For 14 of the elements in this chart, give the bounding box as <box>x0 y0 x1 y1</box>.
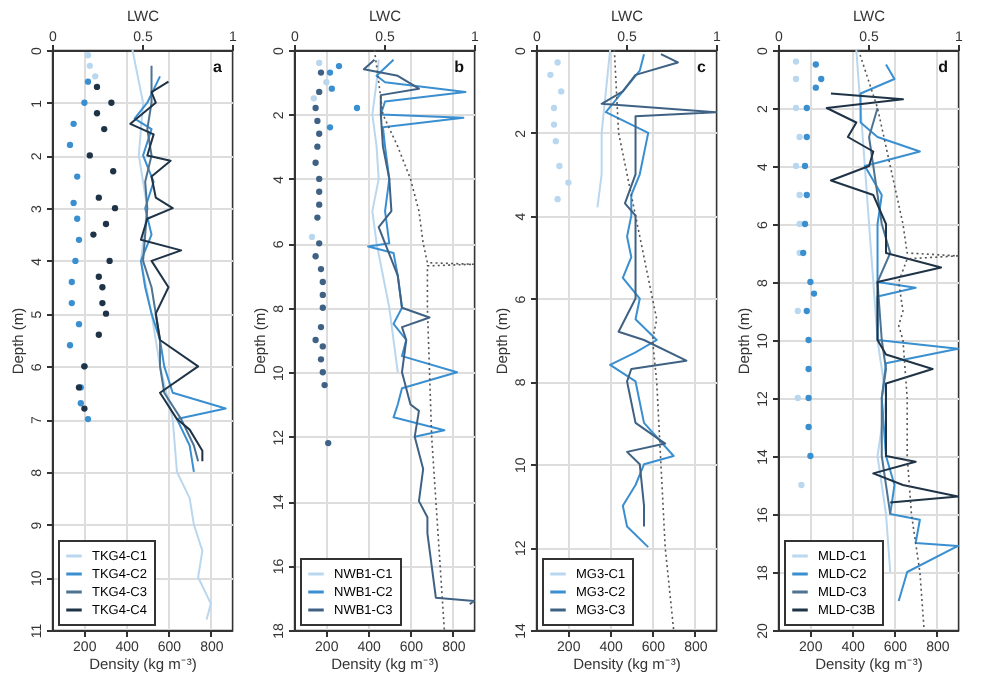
line-series <box>604 53 675 549</box>
line-series <box>367 58 467 438</box>
line-series <box>133 75 227 473</box>
line-series <box>129 80 204 463</box>
line-series <box>596 49 612 209</box>
annotation: d <box>938 58 949 76</box>
line-series <box>371 58 399 374</box>
annotation: a <box>213 58 224 76</box>
annotation: c <box>697 58 708 76</box>
annotation: b <box>454 58 465 76</box>
line-series <box>825 92 959 504</box>
line-series <box>600 53 717 528</box>
line-series <box>868 107 892 515</box>
line-series <box>142 64 200 463</box>
